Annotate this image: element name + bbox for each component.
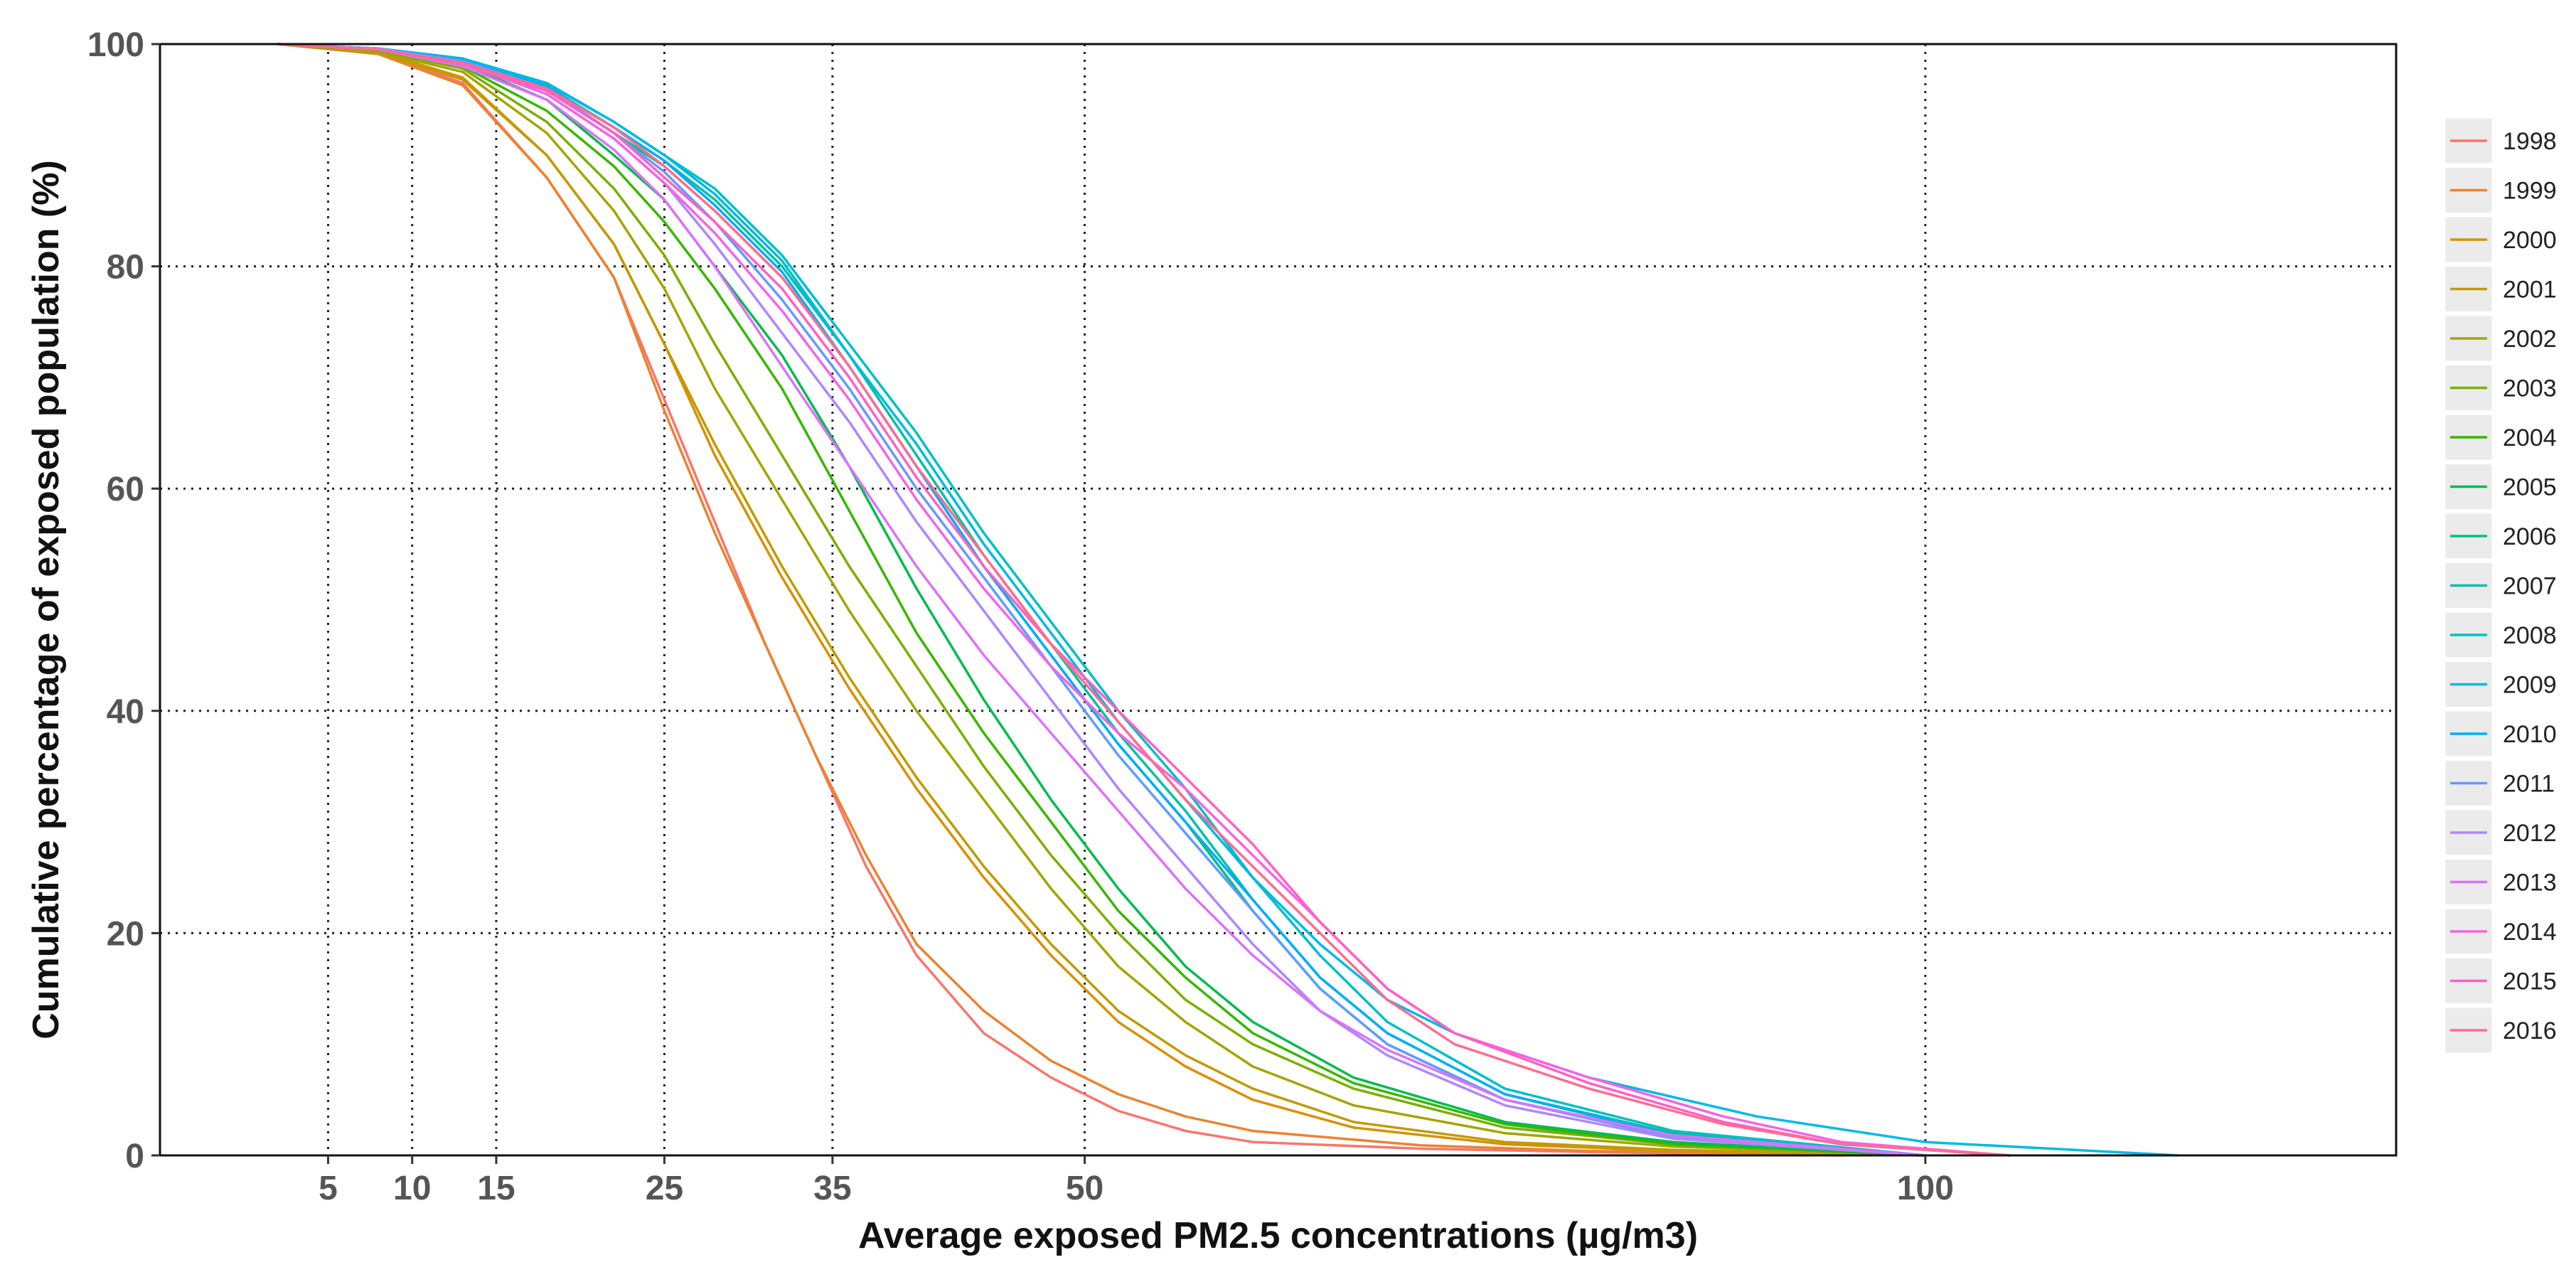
legend-item-2003: 2003 xyxy=(2443,363,2557,412)
x-tick-label: 50 xyxy=(1066,1170,1103,1207)
legend-label: 1998 xyxy=(2503,128,2557,155)
series-line-1998 xyxy=(276,43,1843,1157)
series-line-2000 xyxy=(276,43,1927,1157)
legend-item-2008: 2008 xyxy=(2443,610,2557,660)
legend-item-2009: 2009 xyxy=(2443,660,2557,709)
grid-lines xyxy=(160,44,2396,1155)
legend: 1998 1999 2000 2001 2002 2003 2004 2005 2006 2007… xyxy=(2443,116,2557,1055)
series-line-2001 xyxy=(276,43,1927,1157)
series-line-2013 xyxy=(276,43,1927,1157)
legend-item-2010: 2010 xyxy=(2443,709,2557,759)
legend-label: 2007 xyxy=(2503,573,2557,600)
legend-label: 2013 xyxy=(2503,870,2557,897)
legend-label: 2001 xyxy=(2503,277,2557,304)
legend-label: 2016 xyxy=(2503,1017,2557,1044)
series-line-2005 xyxy=(276,43,1927,1157)
y-tick-label: 40 xyxy=(107,693,144,731)
x-tick-label: 10 xyxy=(393,1170,431,1207)
x-tick-label: 25 xyxy=(646,1170,683,1207)
legend-label: 2014 xyxy=(2503,919,2557,946)
series-line-2011 xyxy=(276,43,1927,1157)
legend-item-2014: 2014 xyxy=(2443,907,2557,956)
legend-item-1999: 1999 xyxy=(2443,166,2557,215)
legend-label: 2002 xyxy=(2503,326,2557,353)
legend-label: 2000 xyxy=(2503,227,2557,254)
plot-frame xyxy=(159,43,2398,1157)
legend-label: 2006 xyxy=(2503,523,2557,550)
x-tick-label: 15 xyxy=(477,1170,515,1207)
y-tick-label: 100 xyxy=(87,26,144,64)
legend-item-1998: 1998 xyxy=(2443,116,2557,166)
legend-label: 2004 xyxy=(2503,424,2557,451)
legend-item-2013: 2013 xyxy=(2443,857,2557,907)
y-tick-label: 0 xyxy=(125,1138,144,1175)
series-line-2003 xyxy=(276,43,1927,1157)
legend-item-2015: 2015 xyxy=(2443,956,2557,1005)
legend-item-2006: 2006 xyxy=(2443,511,2557,561)
series-line-2002 xyxy=(276,43,1927,1157)
legend-item-2000: 2000 xyxy=(2443,215,2557,264)
y-tick-label: 80 xyxy=(107,249,144,287)
series-line-2007 xyxy=(276,43,1927,1157)
series-line-2006 xyxy=(276,43,1927,1157)
legend-label: 2012 xyxy=(2503,820,2557,847)
x-axis: 5 10 15 25 35 50 100 xyxy=(319,1155,1954,1207)
legend-item-2016: 2016 xyxy=(2443,1005,2557,1055)
series-line-2012 xyxy=(276,43,1927,1157)
series-line-2014 xyxy=(276,43,2011,1157)
series-line-1999 xyxy=(276,43,1927,1157)
legend-label: 2015 xyxy=(2503,968,2557,995)
legend-item-2001: 2001 xyxy=(2443,264,2557,314)
y-axis: 0 20 40 60 80 100 xyxy=(87,26,160,1175)
legend-item-2005: 2005 xyxy=(2443,462,2557,511)
legend-item-2004: 2004 xyxy=(2443,412,2557,462)
legend-label: 1999 xyxy=(2503,178,2557,205)
legend-label: 2005 xyxy=(2503,474,2557,501)
legend-item-2011: 2011 xyxy=(2443,759,2555,808)
legend-label: 2009 xyxy=(2503,672,2557,699)
x-axis-title: Average exposed PM2.5 concentrations (µg… xyxy=(858,1215,1698,1256)
series-line-2004 xyxy=(276,43,1927,1157)
y-tick-label: 20 xyxy=(107,915,144,953)
x-tick-label: 5 xyxy=(319,1170,338,1207)
legend-label: 2010 xyxy=(2503,721,2557,748)
series-layer xyxy=(276,43,2179,1157)
series-line-2008 xyxy=(276,43,1927,1157)
x-tick-label: 100 xyxy=(1897,1170,1954,1207)
legend-label: 2011 xyxy=(2503,771,2555,798)
series-line-2010 xyxy=(276,43,1927,1157)
series-line-2016 xyxy=(276,43,2011,1157)
legend-item-2002: 2002 xyxy=(2443,314,2557,363)
series-line-2015 xyxy=(276,43,2011,1157)
legend-label: 2003 xyxy=(2503,375,2557,402)
series-line-2009 xyxy=(276,43,2179,1157)
y-tick-label: 60 xyxy=(107,471,144,508)
legend-label: 2008 xyxy=(2503,622,2557,649)
x-tick-label: 35 xyxy=(813,1170,851,1207)
legend-item-2007: 2007 xyxy=(2443,561,2557,610)
legend-item-2012: 2012 xyxy=(2443,808,2557,857)
y-axis-title: Cumulative percentage of exposed populat… xyxy=(26,160,67,1039)
